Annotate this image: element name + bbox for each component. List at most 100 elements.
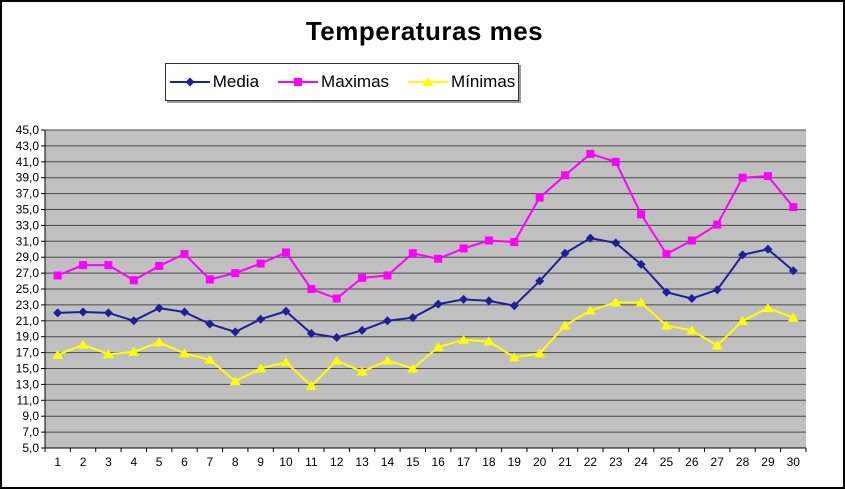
data-point-maximas — [687, 236, 696, 245]
x-axis-label: 23 — [609, 455, 623, 469]
y-axis-label: 17,0 — [16, 346, 40, 360]
legend-marker — [185, 77, 195, 87]
data-point-mínimas — [331, 355, 343, 365]
data-point-media — [509, 301, 519, 311]
data-point-maximas — [205, 275, 214, 284]
series-line-maximas — [57, 152, 795, 300]
data-point-media — [585, 233, 595, 243]
chart-title: Temperaturas mes — [305, 16, 544, 46]
data-point-media — [78, 307, 88, 317]
legend-label-minimas: Mínimas — [451, 72, 516, 91]
data-point-maximas — [307, 285, 316, 293]
data-point-maximas — [358, 273, 367, 282]
data-point-mínimas — [229, 376, 241, 386]
data-point-media — [53, 308, 63, 318]
legend-label-media: Media — [212, 72, 260, 91]
y-axis-label: 19,0 — [16, 330, 40, 344]
data-point-media — [281, 306, 291, 316]
data-point-mínimas — [128, 346, 140, 356]
data-point-mínimas — [660, 320, 672, 330]
data-point-mínimas — [686, 325, 698, 335]
data-point-mínimas — [762, 303, 774, 313]
data-point-mínimas — [711, 340, 723, 350]
data-point-mínimas — [280, 357, 292, 367]
y-axis-label: 21,0 — [16, 314, 40, 328]
x-axis-label: 26 — [685, 455, 699, 469]
data-point-maximas — [434, 254, 443, 263]
chart-legend: Media Maximas Mínimas — [165, 63, 519, 101]
y-axis-label: 43,0 — [16, 139, 40, 153]
series-line-media — [57, 237, 794, 339]
data-point-maximas — [738, 173, 747, 182]
x-axis-label: 30 — [787, 455, 801, 469]
x-axis-label: 16 — [432, 455, 446, 469]
data-point-mínimas — [534, 348, 546, 358]
data-point-maximas — [535, 193, 544, 202]
data-point-maximas — [129, 276, 138, 285]
data-point-mínimas — [584, 305, 596, 315]
x-axis-label: 15 — [406, 455, 420, 469]
data-point-maximas — [79, 261, 88, 270]
y-axis-label: 37,0 — [16, 187, 40, 201]
x-axis-label: 19 — [508, 455, 522, 469]
y-axis-label: 11,0 — [17, 393, 40, 407]
x-axis-label: 12 — [330, 455, 344, 469]
data-point-media — [205, 319, 215, 329]
x-axis-label: 17 — [457, 455, 471, 469]
data-point-media — [357, 325, 367, 335]
data-point-maximas — [104, 261, 113, 270]
data-point-media — [408, 313, 418, 323]
data-point-mínimas — [179, 348, 191, 358]
data-point-maximas — [611, 157, 620, 166]
x-axis-label: 10 — [279, 455, 293, 469]
data-point-mínimas — [458, 334, 470, 344]
y-axis-label: 23,0 — [16, 298, 40, 312]
x-axis-label: 25 — [660, 455, 674, 469]
data-point-media — [459, 294, 469, 304]
legend-item-media: Media — [169, 72, 259, 92]
y-axis-label: 13,0 — [16, 377, 40, 391]
data-point-media — [154, 303, 164, 313]
x-axis-label: 11 — [305, 455, 318, 469]
data-point-maximas — [789, 203, 798, 212]
data-point-mínimas — [255, 363, 267, 373]
x-axis-label: 8 — [232, 455, 239, 469]
x-axis-label: 6 — [181, 455, 188, 469]
y-axis-label: 9,0 — [22, 409, 39, 423]
data-point-maximas — [53, 271, 62, 280]
data-point-media — [661, 287, 671, 297]
data-point-media — [382, 316, 392, 326]
data-point-media — [332, 332, 342, 342]
series-line-mínimas — [57, 301, 794, 388]
y-axis-label: 5,0 — [22, 441, 39, 455]
legend-item-maximas: Maximas — [277, 72, 389, 92]
data-point-media — [256, 314, 266, 324]
data-point-media — [180, 307, 190, 317]
x-axis-label: 1 — [54, 455, 61, 469]
x-axis-label: 14 — [381, 455, 395, 469]
x-axis-label: 2 — [80, 455, 87, 469]
legend-item-minimas: Mínimas — [407, 72, 515, 92]
data-point-maximas — [713, 220, 722, 229]
data-point-media — [535, 276, 545, 286]
x-axis-label: 5 — [156, 455, 163, 469]
data-point-media — [712, 285, 722, 295]
data-point-mínimas — [635, 297, 647, 307]
data-point-maximas — [484, 236, 493, 245]
y-axis-label: 27,0 — [16, 266, 40, 280]
data-point-maximas — [256, 259, 265, 268]
data-point-mínimas — [432, 342, 444, 352]
data-point-maximas — [586, 149, 595, 158]
data-point-maximas — [510, 238, 519, 247]
data-point-media — [129, 316, 139, 326]
data-point-media — [788, 266, 798, 276]
data-point-maximas — [408, 249, 417, 258]
y-axis-label: 31,0 — [16, 234, 40, 248]
data-point-mínimas — [559, 320, 571, 330]
data-point-mínimas — [737, 315, 749, 325]
data-point-media — [433, 299, 443, 309]
data-point-media — [103, 308, 113, 318]
data-point-mínimas — [52, 349, 64, 359]
data-point-media — [306, 329, 316, 339]
